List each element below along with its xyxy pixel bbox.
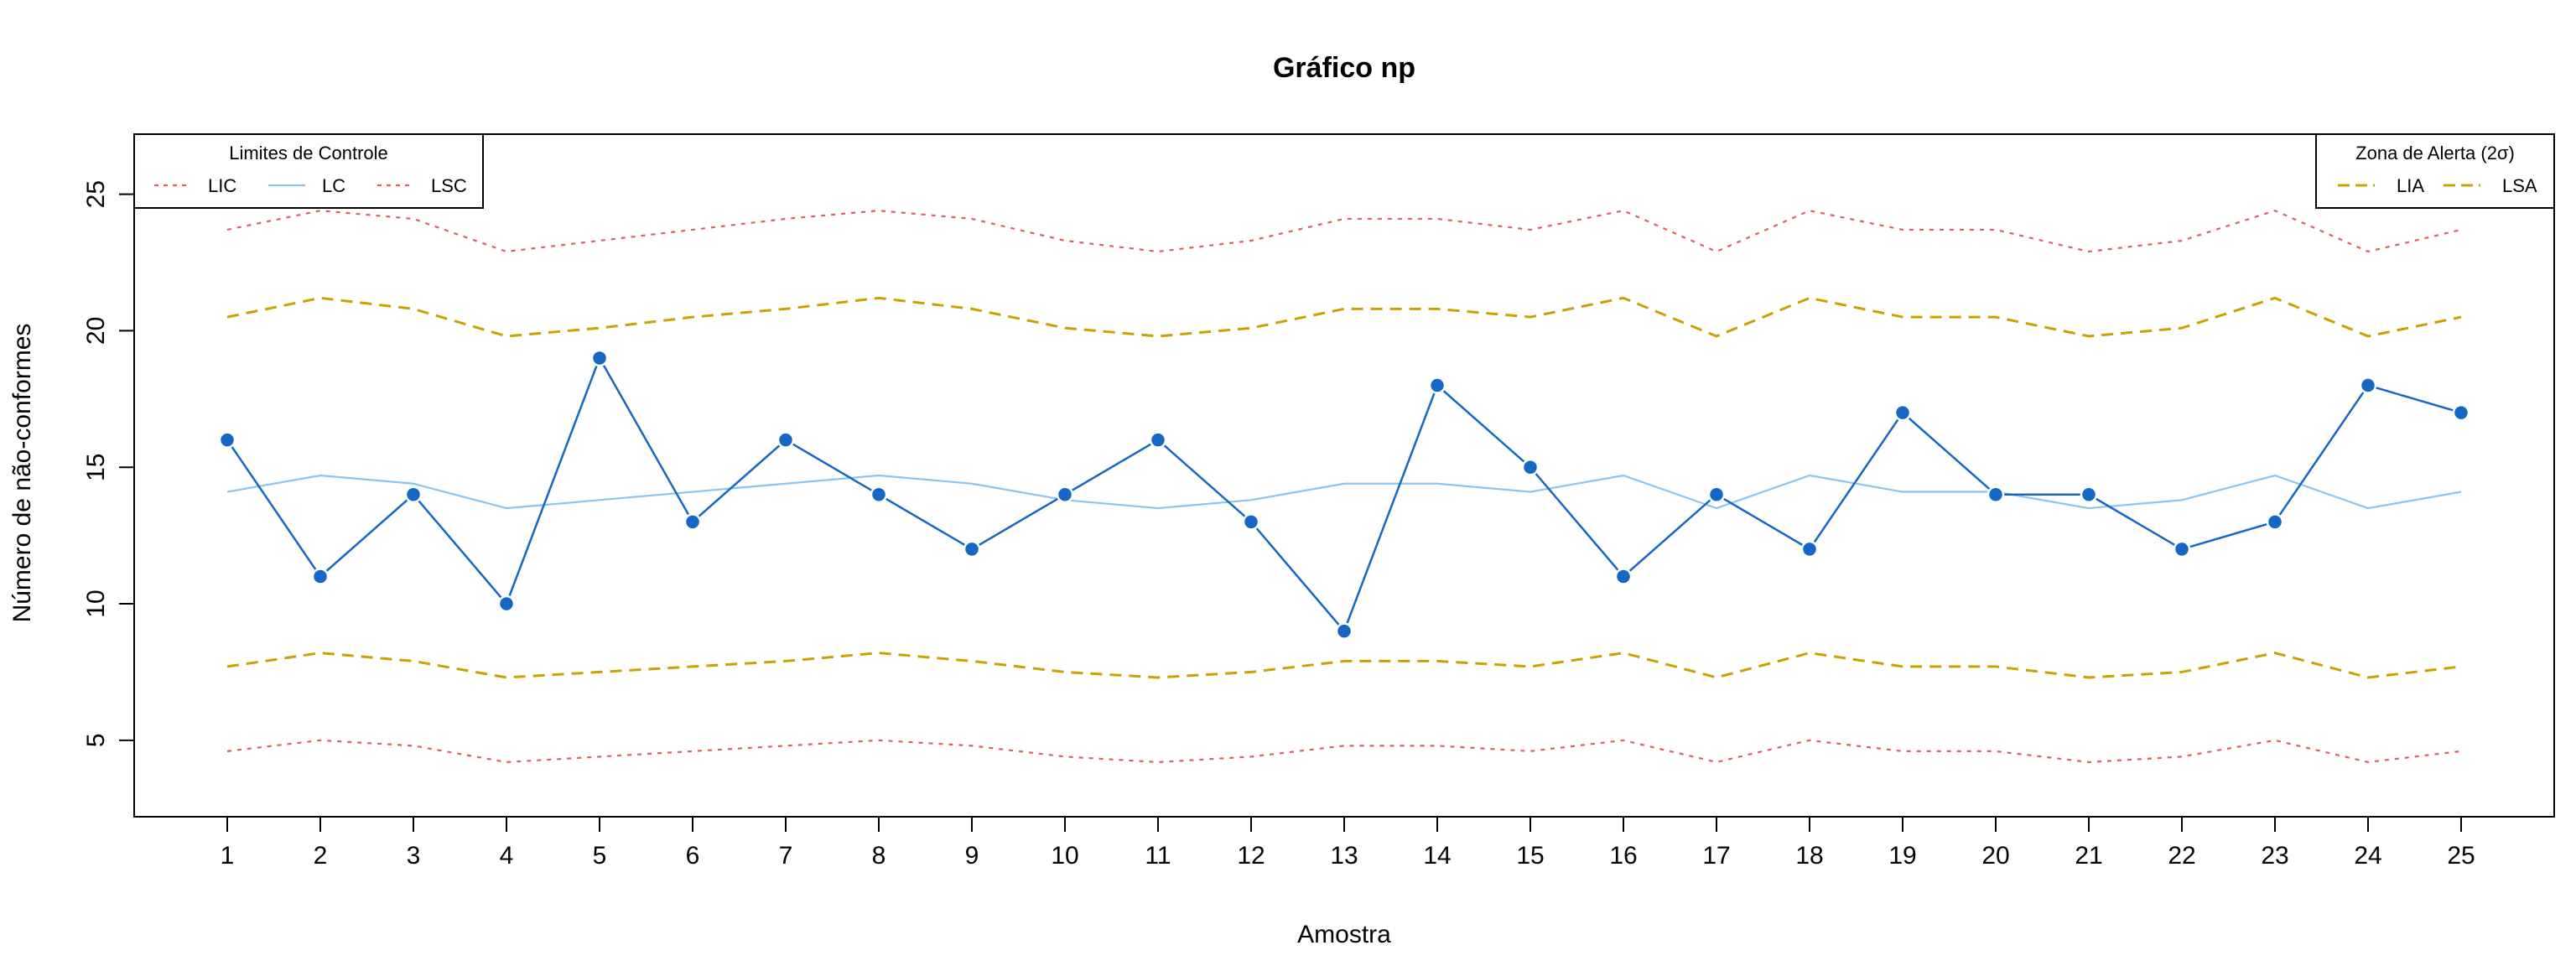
data-point	[683, 513, 702, 531]
series-line-lic	[226, 739, 2462, 764]
x-tick-label: 19	[1888, 842, 1916, 870]
x-tick-label: 13	[1330, 842, 1358, 870]
data-point	[497, 595, 516, 613]
y-axis: 5 10 15 20 25	[82, 180, 135, 747]
y-axis-label: Número de não-conformes	[8, 324, 36, 623]
series-line-lia	[226, 652, 2462, 679]
x-tick-label: 12	[1237, 842, 1265, 870]
data-point	[2452, 403, 2470, 422]
data-point	[311, 568, 330, 585]
data-point	[1149, 431, 1167, 449]
data-point	[2359, 377, 2377, 394]
chart-title: Gráfico np	[1273, 52, 1415, 84]
y-tick-label: 10	[82, 589, 110, 617]
series-layer	[218, 209, 2470, 764]
x-tick-label: 15	[1516, 842, 1544, 870]
legend-top-left: Limites de Controle LIC LC LSC	[133, 133, 484, 209]
x-tick-label: 1	[221, 842, 235, 870]
data-point	[404, 486, 423, 504]
data-point	[1335, 622, 1353, 640]
data-point	[590, 349, 609, 367]
data-point	[2266, 513, 2284, 531]
series-line-lsc	[226, 209, 2462, 253]
plot-box	[133, 133, 2555, 818]
data-point	[1428, 377, 1446, 394]
data-point	[870, 486, 888, 504]
x-tick-label: 3	[407, 842, 421, 870]
legend-entry-label: LSC	[431, 175, 467, 196]
data-point	[2080, 486, 2098, 504]
legend-entry-label: LIC	[208, 175, 236, 196]
legend-entry-label: LSA	[2502, 175, 2537, 196]
x-tick-label: 20	[1981, 842, 2009, 870]
legend-title: Zona de Alerta (2σ)	[2355, 143, 2515, 164]
x-tick-label: 22	[2168, 842, 2195, 870]
x-tick-label: 14	[1423, 842, 1451, 870]
x-axis: 1 2 3 4 5 6 7 8 9 10 11 12 13 14 15 16 17 18 19 20 21 22 23 24 2…	[221, 816, 2475, 870]
data-point	[1893, 403, 1912, 422]
series-line-lsa	[226, 296, 2462, 338]
x-tick-label: 16	[1609, 842, 1637, 870]
legend-box	[2315, 133, 2555, 209]
data-point	[963, 540, 981, 558]
data-point	[1056, 486, 1074, 504]
x-tick-label: 8	[872, 842, 886, 870]
series-line-lc	[226, 474, 2462, 510]
x-tick-label: 10	[1051, 842, 1078, 870]
x-axis-label: Amostra	[1297, 921, 1391, 948]
x-tick-label: 11	[1145, 842, 1171, 870]
data-point	[776, 431, 795, 449]
x-tick-label: 2	[314, 842, 328, 870]
series-line-data	[226, 356, 2462, 634]
x-tick-label: 7	[779, 842, 793, 870]
x-tick-label: 18	[1795, 842, 1823, 870]
y-tick-label: 25	[82, 180, 110, 208]
x-tick-label: 4	[500, 842, 514, 870]
x-tick-label: 23	[2261, 842, 2288, 870]
data-point	[1521, 458, 1540, 476]
y-tick-label: 5	[82, 733, 110, 747]
legend-top-right: Zona de Alerta (2σ) LIA LSA	[2315, 133, 2555, 209]
data-point	[1242, 513, 1260, 531]
x-tick-label: 24	[2354, 842, 2381, 870]
x-tick-label: 5	[593, 842, 607, 870]
legend-title: Limites de Controle	[229, 143, 388, 164]
data-point	[218, 431, 236, 449]
x-tick-label: 21	[2075, 842, 2102, 870]
data-point	[1800, 540, 1819, 558]
x-tick-label: 6	[686, 842, 700, 870]
data-point	[1987, 486, 2005, 504]
legend-entry-label: LIA	[2397, 175, 2424, 196]
legend-layer: Limites de Controle LIC LC LSC Zona de Alert…	[133, 133, 2555, 209]
y-tick-label: 20	[82, 317, 110, 345]
data-point	[1614, 568, 1633, 585]
data-point	[2173, 540, 2191, 558]
data-point	[1707, 486, 1726, 504]
y-tick-label: 15	[82, 454, 110, 481]
x-tick-label: 25	[2447, 842, 2475, 870]
x-tick-label: 9	[965, 842, 979, 870]
legend-entry-label: LC	[322, 175, 345, 196]
x-tick-label: 17	[1702, 842, 1730, 870]
legend-box	[133, 133, 484, 209]
